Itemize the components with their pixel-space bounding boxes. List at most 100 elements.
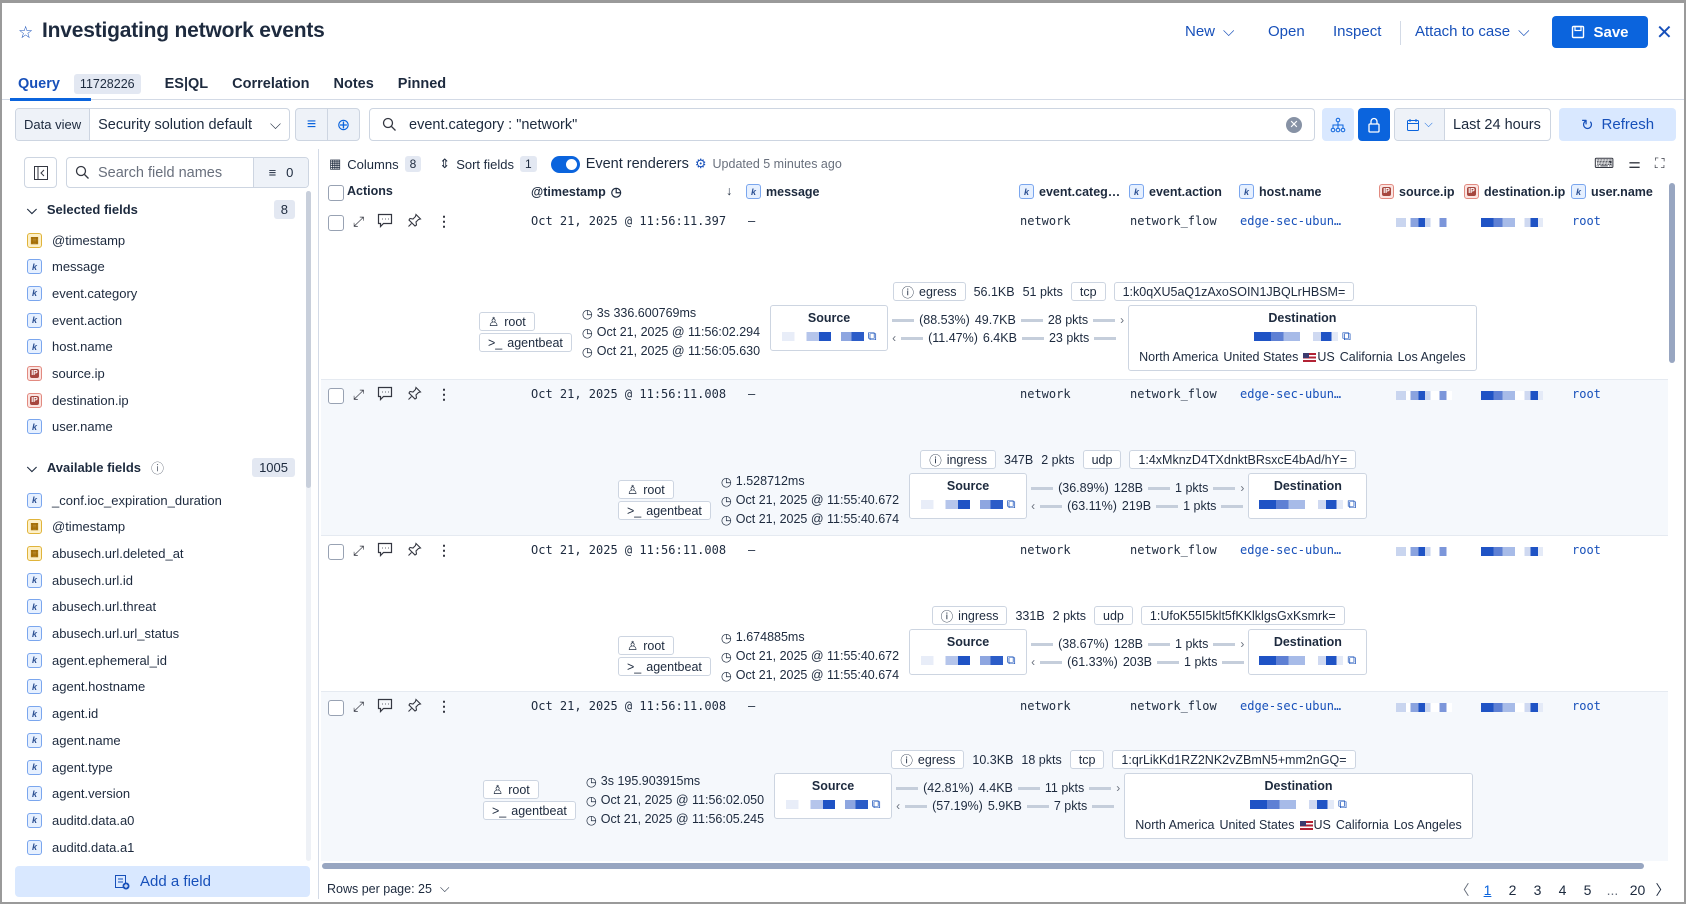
geo-country[interactable]: United States	[1223, 350, 1299, 364]
more-actions-icon[interactable]: ⋮	[437, 386, 451, 402]
column-header-event-category[interactable]: k event.categ…	[1019, 184, 1120, 199]
field-list-item[interactable]: k agent.type	[27, 757, 113, 777]
more-actions-icon[interactable]: ⋮	[437, 542, 451, 558]
page-1[interactable]: 1	[1483, 882, 1492, 898]
total-packets[interactable]: 51 pkts	[1022, 284, 1063, 299]
grid-horizontal-scrollbar[interactable]	[322, 863, 1644, 869]
cell-destination-ip-redacted[interactable]	[1481, 391, 1543, 400]
total-packets[interactable]: 2 pkts	[1052, 608, 1087, 623]
column-header-user-name[interactable]: k user.name	[1571, 184, 1653, 199]
user-badge[interactable]: ♙ root	[618, 636, 674, 655]
source-ip-redacted[interactable]	[920, 500, 1003, 509]
cell-user-name[interactable]: root	[1572, 387, 1601, 401]
filter-menu-icon[interactable]: ≡	[306, 115, 317, 133]
lock-time-button[interactable]	[1358, 108, 1390, 141]
page-5[interactable]: 5	[1583, 882, 1592, 898]
destination-ip-redacted[interactable]	[1250, 800, 1335, 809]
tab-esql[interactable]: ES|QL	[164, 76, 209, 92]
community-id-badge[interactable]: 1:4xMknzD4TXdnktBRsxcE4bAd/hY=	[1129, 450, 1357, 469]
pin-icon[interactable]	[407, 542, 422, 557]
destination-ip-redacted[interactable]	[1259, 656, 1344, 665]
total-packets[interactable]: 18 pkts	[1021, 752, 1062, 767]
more-actions-icon[interactable]: ⋮	[437, 698, 451, 714]
selected-fields-header[interactable]: ⌵ Selected fields 8	[27, 200, 295, 219]
tab-notes[interactable]: Notes	[333, 76, 374, 92]
clear-query-icon[interactable]: ✕	[1286, 116, 1302, 133]
display-settings-icon[interactable]: ⚌	[1628, 155, 1641, 171]
field-list-item[interactable]: k abusech.url.threat	[27, 597, 156, 617]
field-list-item[interactable]: IP source.ip	[27, 364, 105, 384]
column-header-timestamp[interactable]: @timestamp ◷	[531, 184, 622, 200]
previous-page-icon[interactable]: 〈	[1455, 882, 1470, 898]
event-renderers-toggle[interactable]	[550, 155, 580, 173]
columns-button[interactable]: Columns	[347, 156, 399, 172]
field-list-item[interactable]: k agent.id	[27, 704, 98, 724]
community-id-badge[interactable]: 1:k0qXU5aQ1zAxoSOIN1JBQLrHBSM=	[1113, 282, 1355, 301]
geo-region[interactable]: California	[1339, 350, 1393, 364]
field-list-item[interactable]: k agent.ephemeral_id	[27, 650, 167, 670]
direction-badge[interactable]: ⓘ ingress	[920, 450, 996, 469]
column-header-event-action[interactable]: k event.action	[1129, 184, 1222, 199]
tab-query[interactable]: Query 11728226	[18, 69, 141, 99]
cell-destination-ip-redacted[interactable]	[1481, 218, 1543, 227]
attach-to-case-button[interactable]: Attach to case ⌵	[1415, 23, 1529, 40]
direction-badge[interactable]: ⓘ egress	[892, 282, 966, 301]
row-checkbox[interactable]	[328, 700, 344, 716]
comment-icon[interactable]	[377, 698, 393, 713]
field-list-item[interactable]: k abusech.url.url_status	[27, 624, 179, 644]
column-header-message[interactable]: k message	[746, 184, 820, 199]
geo-continent[interactable]: North America	[1135, 818, 1215, 832]
cell-user-name[interactable]: root	[1572, 214, 1601, 228]
total-bytes[interactable]: 347B	[1004, 452, 1034, 467]
source-ip-redacted[interactable]	[781, 332, 864, 341]
community-id-badge[interactable]: 1:UfoK55I5klt5fKKlklgsGxKsmrk=	[1140, 606, 1345, 625]
process-badge[interactable]: >_ agentbeat	[483, 801, 576, 820]
page-3[interactable]: 3	[1533, 882, 1542, 898]
gear-icon[interactable]: ⚙	[694, 156, 707, 171]
cell-source-ip-redacted[interactable]	[1396, 547, 1452, 556]
comment-icon[interactable]	[377, 213, 393, 228]
calendar-icon[interactable]: ⌵	[1395, 109, 1445, 140]
field-list-item[interactable]: k event.action	[27, 310, 122, 330]
field-list-item[interactable]: k _conf.ioc_expiration_duration	[27, 490, 222, 510]
external-link-icon[interactable]: ⧉	[1347, 497, 1357, 511]
expand-icon[interactable]: ⤢	[353, 213, 365, 229]
cell-host-name[interactable]: edge-sec-ubun…	[1240, 699, 1342, 713]
transport-badge[interactable]: tcp	[1069, 750, 1105, 769]
geo-country[interactable]: United States	[1219, 818, 1295, 832]
total-bytes[interactable]: 10.3KB	[972, 752, 1014, 767]
external-link-icon[interactable]: ⧉	[1347, 653, 1357, 667]
direction-badge[interactable]: ⓘ ingress	[931, 606, 1008, 625]
direction-badge[interactable]: ⓘ egress	[891, 750, 965, 769]
cell-source-ip-redacted[interactable]	[1396, 703, 1452, 712]
geo-region[interactable]: California	[1335, 818, 1389, 832]
source-ip-redacted[interactable]	[785, 800, 868, 809]
select-all-checkbox[interactable]	[328, 185, 344, 201]
next-page-icon[interactable]: 〉	[1655, 882, 1670, 898]
query-structure-button[interactable]	[1322, 108, 1354, 141]
field-list-item[interactable]: k agent.name	[27, 730, 121, 750]
row-checkbox[interactable]	[328, 544, 344, 560]
destination-ip-redacted[interactable]	[1253, 332, 1338, 341]
inspect-button[interactable]: Inspect	[1333, 23, 1382, 40]
total-bytes[interactable]: 56.1KB	[973, 284, 1015, 299]
add-field-button[interactable]: Add a field	[15, 866, 310, 897]
field-list-item[interactable]: k user.name	[27, 417, 113, 437]
cell-host-name[interactable]: edge-sec-ubun…	[1240, 214, 1342, 228]
external-link-icon[interactable]: ⧉	[1338, 797, 1347, 811]
total-packets[interactable]: 2 pkts	[1041, 452, 1075, 467]
column-header-source-ip[interactable]: IP source.ip	[1379, 184, 1455, 199]
field-list-item[interactable]: ▦ @timestamp	[27, 517, 125, 537]
user-badge[interactable]: ♙ root	[479, 312, 535, 331]
cell-host-name[interactable]: edge-sec-ubun…	[1240, 387, 1342, 401]
date-picker[interactable]: ⌵ Last 24 hours	[1394, 108, 1551, 141]
geo-city[interactable]: Los Angeles	[1393, 818, 1462, 832]
column-header-host-name[interactable]: k host.name	[1239, 184, 1322, 199]
field-list-item[interactable]: k event.category	[27, 283, 137, 303]
tab-pinned[interactable]: Pinned	[397, 76, 447, 92]
field-list-item[interactable]: k agent.version	[27, 784, 130, 804]
expand-icon[interactable]: ⤢	[353, 698, 365, 714]
available-fields-header[interactable]: ⌵ Available fields ⓘ 1005	[27, 458, 295, 477]
field-list-item[interactable]: k host.name	[27, 337, 113, 357]
field-list-item[interactable]: ▦ @timestamp	[27, 230, 125, 250]
